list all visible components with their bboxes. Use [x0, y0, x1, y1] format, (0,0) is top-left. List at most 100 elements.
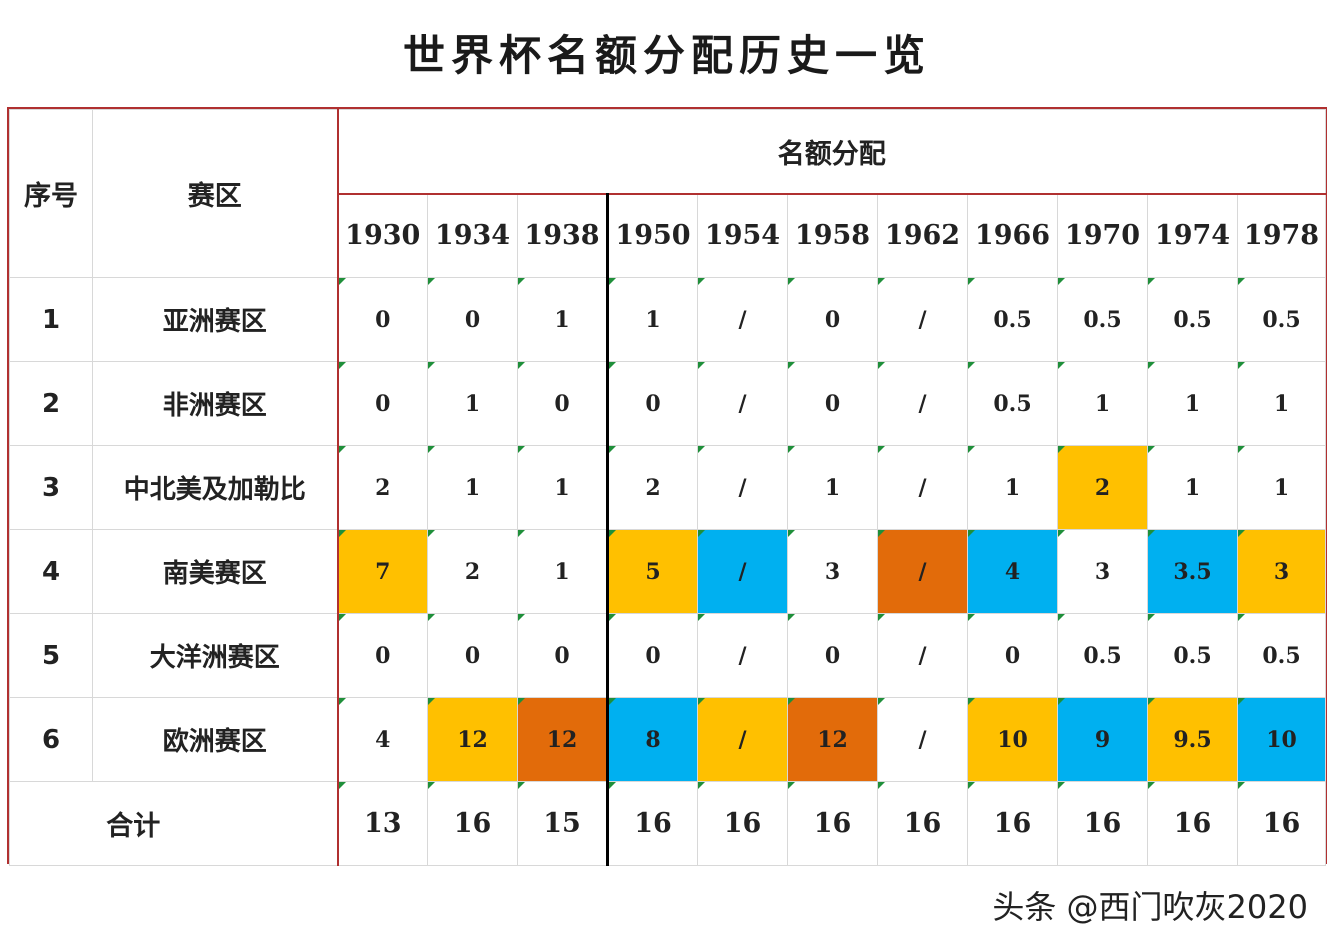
row-region: 欧洲赛区: [92, 697, 338, 782]
total-cell: 16: [1236, 781, 1327, 866]
quota-cell: /: [697, 613, 788, 698]
quota-cell: 0.5: [1147, 277, 1238, 362]
quota-cell: 1: [967, 445, 1058, 530]
quota-cell: 0: [517, 613, 608, 698]
quota-cell: 0.5: [967, 361, 1058, 446]
quota-cell: 0: [336, 613, 428, 698]
quota-cell: 2: [1057, 445, 1148, 530]
quota-cell: 2: [427, 529, 518, 614]
quota-cell: 1: [787, 445, 878, 530]
quota-cell: 2: [606, 445, 698, 530]
year-header-1970: 1970: [1057, 193, 1148, 278]
year-header-1938: 1938: [517, 193, 608, 278]
quota-cell: 0.5: [1147, 613, 1238, 698]
quota-cell: 0.5: [967, 277, 1058, 362]
total-cell: 15: [517, 781, 608, 866]
total-cell: 16: [967, 781, 1058, 866]
row-index: 2: [9, 361, 93, 446]
row-region: 亚洲赛区: [92, 277, 338, 362]
quota-cell: 0: [336, 361, 428, 446]
row-index: 4: [9, 529, 93, 614]
table-row: 5 大洋洲赛区 0 0 0 0/0/0 0.5 0.5 0.5: [9, 613, 1327, 698]
row-index: 6: [9, 697, 93, 782]
quota-cell: 0: [606, 361, 698, 446]
quota-cell: 5: [606, 529, 698, 614]
quota-cell: 1: [1057, 361, 1148, 446]
row-region: 非洲赛区: [92, 361, 338, 446]
quota-cell: 2: [336, 445, 428, 530]
quota-cell: 1: [1147, 445, 1238, 530]
year-header-1974: 1974: [1147, 193, 1238, 278]
quota-cell: /: [877, 529, 968, 614]
row-region: 中北美及加勒比: [92, 445, 338, 530]
quota-cell: 1: [1236, 361, 1327, 446]
quota-cell: 0.5: [1057, 277, 1148, 362]
total-cell: 16: [1147, 781, 1238, 866]
year-header-1930: 1930: [336, 193, 428, 278]
quota-cell: 0: [427, 613, 518, 698]
quota-cell: /: [877, 361, 968, 446]
table-row: 3 中北美及加勒比 2 1 1 2/1/1 2 1 1: [9, 445, 1327, 530]
quota-cell: 4: [336, 697, 428, 782]
table-row: 6 欧洲赛区 4 12 12 8/12/10 9 9.5 10: [9, 697, 1327, 782]
quota-cell: /: [877, 445, 968, 530]
quota-cell: 3: [1057, 529, 1148, 614]
total-cell: 16: [427, 781, 518, 866]
year-header-1962: 1962: [877, 193, 968, 278]
region-header: 赛区: [92, 109, 338, 278]
totals-row: 合计 13 16 15 16 16 16 16 16 16 16 16: [9, 781, 1327, 866]
total-cell: 13: [336, 781, 428, 866]
table-row: 1 亚洲赛区 0 0 1 1/0/0.5 0.5 0.5 0.5: [9, 277, 1327, 362]
quota-cell: 12: [427, 697, 518, 782]
year-header-1934: 1934: [427, 193, 518, 278]
quota-cell: 3.5: [1147, 529, 1238, 614]
quota-cell: 3: [1236, 529, 1327, 614]
allocation-header: 名额分配: [336, 109, 1327, 195]
quota-cell: 0: [336, 277, 428, 362]
quota-cell: 1: [517, 277, 608, 362]
quota-cell: 0.5: [1236, 613, 1327, 698]
quota-cell: 3: [787, 529, 878, 614]
quota-cell: 10: [967, 697, 1058, 782]
quota-cell: 1: [1236, 445, 1327, 530]
quota-cell: 10: [1236, 697, 1327, 782]
total-cell: 16: [1057, 781, 1148, 866]
quota-cell: /: [877, 697, 968, 782]
index-header: 序号: [9, 109, 93, 278]
year-header-row: 1930 1934 1938 1950 1954 1958 1962 1966 1970 1974…: [10, 193, 1327, 278]
watermark-text: 头条 @西门吹灰2020: [992, 888, 1308, 926]
table-body: 序号 赛区 名额分配 1930 1934 1938 1950 1954 1958 1962 1…: [9, 109, 1327, 866]
quota-cell: 1: [427, 445, 518, 530]
quota-cell: /: [877, 277, 968, 362]
quota-cell: 0: [787, 613, 878, 698]
quota-table-frame: 序号 赛区 名额分配 1930 1934 1938 1950 1954 1958 1962 1…: [7, 107, 1327, 866]
year-header-1958: 1958: [787, 193, 878, 278]
quota-cell: /: [697, 277, 788, 362]
total-label: 合计: [9, 781, 338, 866]
quota-cell: 4: [967, 529, 1058, 614]
page-title: 世界杯名额分配历史一览: [402, 31, 931, 80]
quota-cell: 1: [606, 277, 698, 362]
table-row: 4 南美赛区 7 2 1 5/3/4 3 3.5 3: [9, 529, 1327, 614]
row-region: 南美赛区: [92, 529, 338, 614]
quota-cell: /: [697, 361, 788, 446]
quota-cell: /: [697, 697, 788, 782]
row-region: 大洋洲赛区: [92, 613, 338, 698]
quota-cell: 9: [1057, 697, 1148, 782]
total-cell: 16: [697, 781, 788, 866]
year-header-1954: 1954: [697, 193, 788, 278]
quota-cell: 12: [517, 697, 608, 782]
year-header-1966: 1966: [967, 193, 1058, 278]
quota-cell: 0: [787, 361, 878, 446]
quota-cell: 1: [1147, 361, 1238, 446]
quota-cell: 0: [427, 277, 518, 362]
quota-cell: 0: [517, 361, 608, 446]
quota-cell: 1: [427, 361, 518, 446]
total-cell: 16: [606, 781, 698, 866]
quota-cell: 0: [967, 613, 1058, 698]
quota-cell: 1: [517, 529, 608, 614]
year-header-1950: 1950: [606, 193, 698, 278]
quota-cell: 12: [787, 697, 878, 782]
quota-cell: 0: [606, 613, 698, 698]
total-cell: 16: [877, 781, 968, 866]
